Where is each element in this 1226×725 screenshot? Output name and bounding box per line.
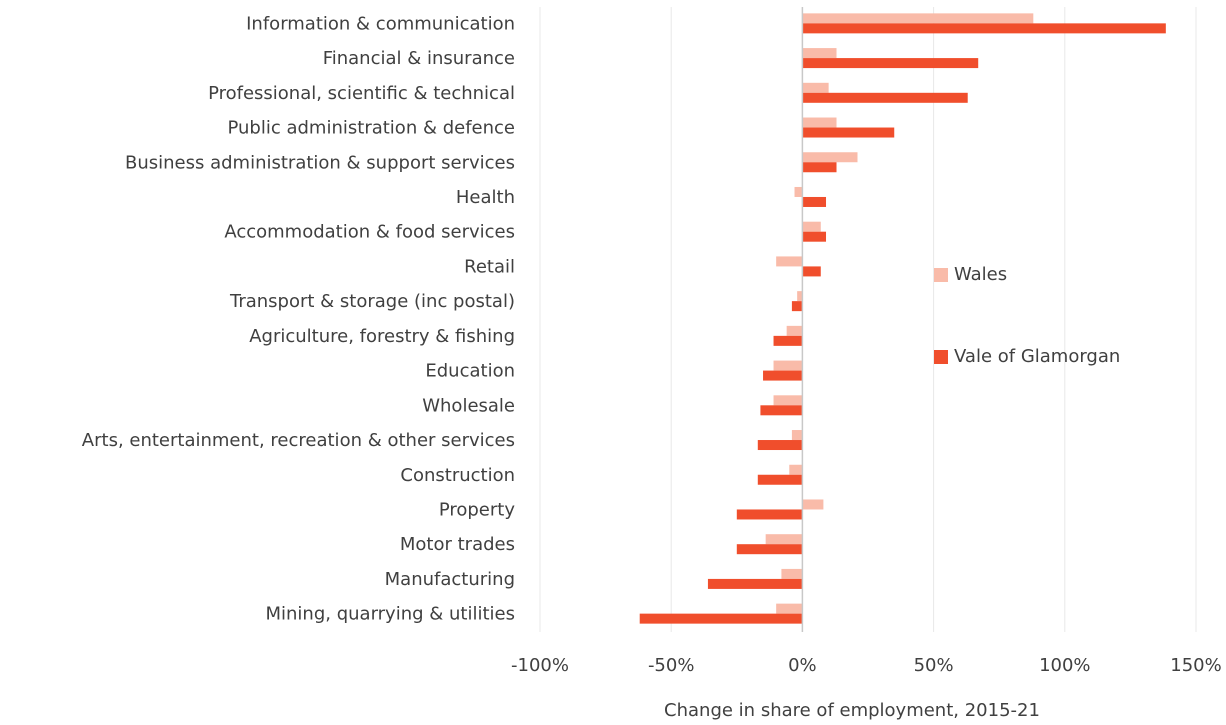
x-tick-label: -50% — [648, 655, 695, 676]
bar — [760, 405, 803, 416]
legend-label: Vale of Glamorgan — [954, 346, 1120, 367]
x-tick-label: 100% — [1039, 655, 1090, 676]
bar — [789, 464, 803, 475]
y-tick-label: Financial & insurance — [323, 48, 515, 69]
bar — [776, 256, 803, 267]
bar — [802, 23, 1166, 34]
bar — [791, 430, 803, 441]
bar — [736, 544, 803, 555]
bar — [802, 48, 837, 59]
x-tick-label: -100% — [511, 655, 569, 676]
bar — [773, 395, 803, 406]
y-tick-label: Property — [439, 499, 516, 520]
bar — [757, 474, 803, 485]
bar — [802, 266, 821, 277]
x-axis-title: Change in share of employment, 2015-21 — [664, 700, 1040, 721]
legend-swatch — [934, 350, 948, 364]
y-tick-label: Public administration & defence — [227, 118, 515, 139]
y-tick-label: Motor trades — [400, 534, 515, 555]
bar — [802, 13, 1034, 24]
y-tick-label: Accommodation & food services — [224, 222, 515, 243]
bar — [802, 499, 824, 510]
bar — [802, 196, 827, 207]
y-tick-label: Information & communication — [246, 13, 515, 34]
bar — [736, 509, 803, 520]
y-tick-label: Business administration & support servic… — [125, 152, 515, 173]
legend-swatch — [934, 268, 948, 282]
bar — [639, 613, 803, 624]
bar — [802, 231, 827, 242]
x-tick-label: 50% — [914, 655, 954, 676]
bar — [802, 127, 895, 138]
y-tick-label: Arts, entertainment, recreation & other … — [82, 430, 515, 451]
bar — [802, 221, 821, 232]
bar — [781, 568, 803, 579]
x-tick-label: 0% — [788, 655, 817, 676]
bar — [707, 578, 803, 589]
bar — [773, 335, 803, 346]
y-tick-label: Retail — [464, 256, 515, 277]
bar — [802, 162, 837, 173]
y-tick-label: Wholesale — [422, 395, 515, 416]
bar — [763, 370, 803, 381]
bar — [791, 301, 803, 312]
bar — [794, 186, 803, 197]
bar — [797, 291, 803, 302]
y-tick-label: Agriculture, forestry & fishing — [249, 326, 515, 347]
y-tick-label: Manufacturing — [385, 569, 515, 590]
y-tick-label: Health — [456, 187, 515, 208]
y-tick-label: Transport & storage (inc postal) — [229, 291, 515, 312]
y-tick-label: Education — [425, 361, 515, 382]
bar — [802, 152, 858, 163]
legend-label: Wales — [954, 264, 1007, 285]
bar — [802, 82, 829, 93]
y-tick-label: Mining, quarrying & utilities — [265, 604, 515, 625]
bar — [773, 360, 803, 371]
bar — [776, 603, 803, 614]
bar — [802, 92, 968, 103]
bar — [786, 325, 803, 336]
x-tick-label: 150% — [1170, 655, 1221, 676]
bar — [765, 534, 803, 545]
y-tick-label: Construction — [400, 465, 515, 486]
y-tick-label: Professional, scientific & technical — [208, 83, 515, 104]
bar — [757, 440, 803, 451]
bar — [802, 117, 837, 128]
bar — [802, 58, 979, 69]
